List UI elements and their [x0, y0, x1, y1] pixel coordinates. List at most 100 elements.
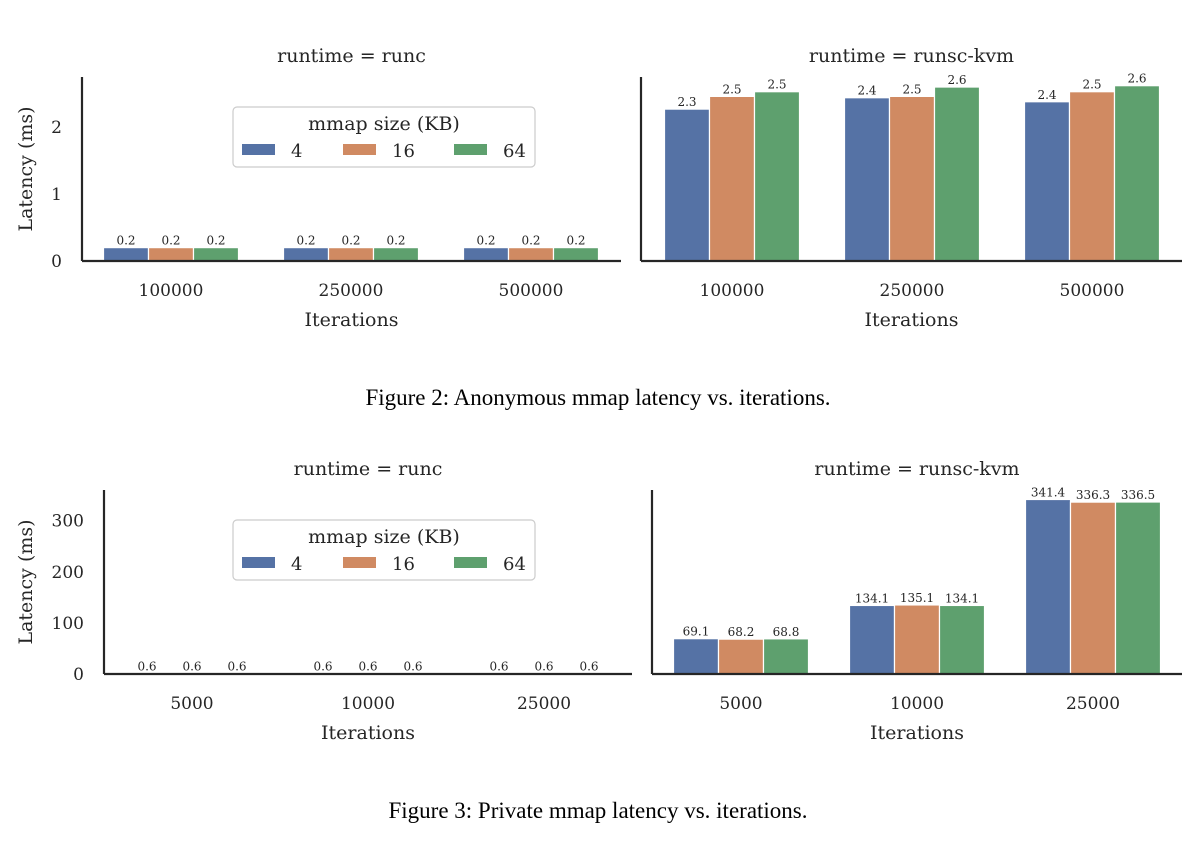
- data-label: 0.6: [534, 660, 553, 674]
- data-label: 0.6: [313, 660, 332, 674]
- data-label: 0.6: [182, 660, 201, 674]
- x-tick-label: 10000: [341, 694, 395, 714]
- legend-label-16kb: 16: [392, 554, 415, 575]
- data-label: 0.6: [489, 660, 508, 674]
- data-label: 0.2: [521, 234, 540, 248]
- bar-64kb-100000: [753, 91, 801, 262]
- y-tick-label: 200: [52, 563, 84, 583]
- data-label: 0.2: [386, 234, 405, 248]
- bar-16kb-100000: [147, 247, 195, 262]
- bar-16kb-250000: [327, 247, 375, 262]
- legend-swatch-64kb: [454, 144, 487, 155]
- bar-16kb-100000: [708, 95, 756, 262]
- y-tick-label: 0: [73, 665, 84, 685]
- bar-64kb-250000: [933, 86, 981, 262]
- panel-title: runtime = runc: [277, 45, 426, 67]
- bar-16kb-500000: [507, 247, 555, 262]
- x-axis-label: Iterations: [865, 309, 959, 331]
- figure-3-caption: Figure 3: Private mmap latency vs. itera…: [388, 798, 807, 823]
- data-label: 0.6: [137, 660, 156, 674]
- data-label: 2.3: [677, 95, 696, 109]
- data-label: 0.6: [403, 660, 422, 674]
- figure-2-caption: Figure 2: Anonymous mmap latency vs. ite…: [365, 385, 830, 410]
- legend-label-64kb: 64: [503, 141, 526, 162]
- legend: mmap size (KB) 4 16 64: [232, 106, 536, 168]
- x-tick-label: 250000: [880, 281, 945, 301]
- data-label: 2.5: [1082, 78, 1101, 92]
- chart-panel-3: runtime = runc 0.6 0.6 0.6 0.6 0.6 0.6 0.6 0.6 0.…: [15, 458, 632, 744]
- bar-4kb-500000: [462, 247, 510, 262]
- data-label: 0.2: [116, 234, 135, 248]
- data-label: 134.1: [945, 591, 979, 605]
- legend-swatch-4kb: [242, 557, 275, 568]
- data-label: 341.4: [1031, 486, 1066, 500]
- legend-label-4kb: 4: [291, 554, 302, 575]
- data-label: 2.4: [857, 84, 876, 98]
- data-label: 0.2: [161, 234, 180, 248]
- x-axis-label: Iterations: [305, 309, 399, 331]
- x-tick-label: 250000: [319, 281, 384, 301]
- bar-16kb-5000: [717, 638, 765, 675]
- bar-4kb-25000: [1024, 498, 1072, 675]
- legend-label-64kb: 64: [503, 554, 526, 575]
- chart-panel-2: runtime = runsc-kvm 2.3 2.4 2.4 2.5 2.5 2.5 2.5…: [639, 45, 1182, 331]
- data-label: 2.6: [1127, 72, 1146, 86]
- x-tick-label: 25000: [1066, 694, 1120, 714]
- data-label: 0.2: [296, 234, 315, 248]
- legend-swatch-64kb: [454, 557, 487, 568]
- bar-4kb-250000: [282, 247, 330, 262]
- legend-title: mmap size (KB): [308, 526, 460, 548]
- data-label: 68.2: [728, 625, 755, 639]
- y-tick-label: 2: [51, 118, 62, 138]
- data-label: 0.2: [341, 234, 360, 248]
- x-tick-label: 500000: [499, 281, 564, 301]
- data-label: 336.3: [1076, 488, 1110, 502]
- chart-panel-4: runtime = runsc-kvm 69.1 134.1 341.4 68.2 135…: [650, 458, 1182, 744]
- data-label: 69.1: [683, 625, 710, 639]
- bar-4kb-100000: [102, 247, 150, 262]
- bar-4kb-250000: [843, 97, 891, 262]
- bar-16kb-250000: [888, 95, 936, 262]
- data-label: 2.6: [947, 73, 966, 87]
- bar-64kb-500000: [1113, 85, 1161, 262]
- bar-4kb-500000: [1023, 101, 1071, 262]
- y-axis-label: Latency (ms): [15, 519, 37, 644]
- legend-title: mmap size (KB): [308, 113, 460, 135]
- data-label: 0.6: [358, 660, 377, 674]
- bar-16kb-500000: [1068, 91, 1116, 262]
- data-label: 2.4: [1037, 88, 1056, 102]
- y-tick-label: 100: [52, 614, 84, 634]
- data-label: 0.6: [579, 660, 598, 674]
- legend: mmap size (KB) 4 16 64: [232, 519, 536, 581]
- bar-4kb-5000: [672, 638, 720, 675]
- y-tick-label: 1: [51, 185, 62, 205]
- legend-swatch-4kb: [242, 144, 275, 155]
- data-label: 0.6: [227, 660, 246, 674]
- panel-title: runtime = runsc-kvm: [809, 45, 1014, 67]
- bar-64kb-5000: [762, 638, 810, 675]
- x-tick-label: 5000: [170, 694, 213, 714]
- panel-title: runtime = runc: [294, 458, 443, 480]
- legend-label-16kb: 16: [392, 141, 415, 162]
- chart-panels: runtime = runc 0.2 0.2 0.2 0.2 0.2 0.2 0.2 0.2 0.…: [15, 45, 1182, 744]
- x-tick-label: 10000: [890, 694, 944, 714]
- y-tick-label: 300: [52, 512, 84, 532]
- x-tick-label: 5000: [719, 694, 762, 714]
- x-tick-label: 100000: [139, 281, 204, 301]
- data-label: 134.1: [855, 591, 889, 605]
- data-label: 0.2: [476, 234, 495, 248]
- bar-64kb-10000: [938, 604, 986, 675]
- bar-64kb-500000: [552, 247, 600, 262]
- legend-swatch-16kb: [343, 557, 376, 568]
- bar-4kb-10000: [848, 604, 896, 675]
- x-tick-label: 25000: [517, 694, 571, 714]
- y-axis-label: Latency (ms): [15, 106, 37, 231]
- y-tick-label: 0: [51, 252, 62, 272]
- legend-label-4kb: 4: [291, 141, 302, 162]
- data-label: 2.5: [767, 78, 786, 92]
- x-axis-label: Iterations: [870, 722, 964, 744]
- bar-64kb-250000: [372, 247, 420, 262]
- data-label: 0.2: [206, 234, 225, 248]
- bar-64kb-100000: [192, 247, 240, 262]
